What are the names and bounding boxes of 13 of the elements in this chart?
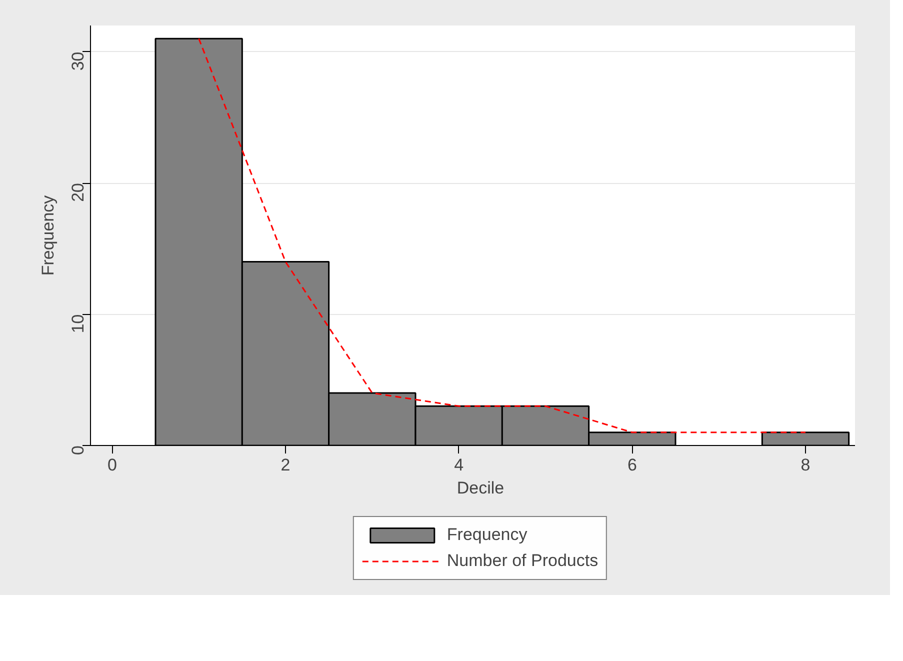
x-tick-label: 2 bbox=[280, 456, 290, 474]
y-tick-label: 0 bbox=[68, 445, 88, 455]
x-tick-label: 8 bbox=[800, 456, 810, 474]
y-axis-title: Frequency bbox=[38, 194, 58, 276]
y-tick-label: 10 bbox=[68, 314, 88, 334]
legend-label: Number of Products bbox=[446, 550, 598, 570]
x-tick-label: 4 bbox=[454, 456, 464, 474]
y-tick-label: 30 bbox=[68, 52, 88, 71]
x-tick-label: 0 bbox=[107, 456, 117, 474]
x-tick-label: 6 bbox=[627, 456, 637, 474]
y-tick-label: 20 bbox=[68, 182, 88, 202]
legend-label: Frequency bbox=[446, 524, 528, 544]
x-axis-title: Decile bbox=[456, 478, 504, 498]
